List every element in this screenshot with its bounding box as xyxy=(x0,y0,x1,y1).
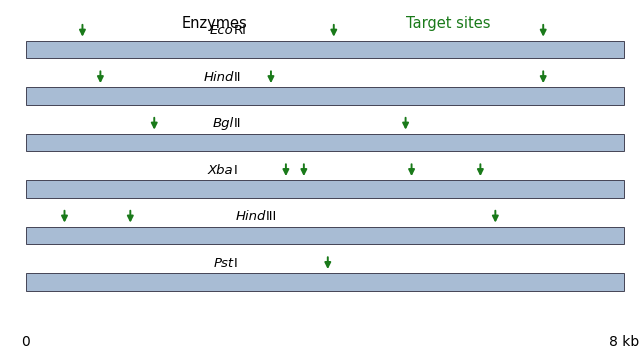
Text: Pst: Pst xyxy=(214,257,234,270)
Bar xyxy=(26,273,624,291)
Text: I: I xyxy=(234,257,237,270)
Text: Eco: Eco xyxy=(210,24,234,37)
Text: III: III xyxy=(266,210,277,223)
Bar xyxy=(26,227,624,244)
Bar xyxy=(26,133,624,151)
Text: 8 kb: 8 kb xyxy=(609,335,639,349)
Text: II: II xyxy=(234,71,241,84)
Text: RI: RI xyxy=(234,24,246,37)
Bar xyxy=(26,87,624,105)
Text: II: II xyxy=(234,117,241,130)
Text: 0: 0 xyxy=(21,335,30,349)
Text: Target sites: Target sites xyxy=(406,16,490,31)
Text: Hind: Hind xyxy=(236,210,266,223)
Bar xyxy=(26,180,624,198)
Bar xyxy=(26,41,624,58)
Text: Hind: Hind xyxy=(204,71,234,84)
Text: Xba: Xba xyxy=(208,164,234,177)
Text: I: I xyxy=(234,164,237,177)
Text: Enzymes: Enzymes xyxy=(182,16,247,31)
Text: Bgl: Bgl xyxy=(212,117,234,130)
